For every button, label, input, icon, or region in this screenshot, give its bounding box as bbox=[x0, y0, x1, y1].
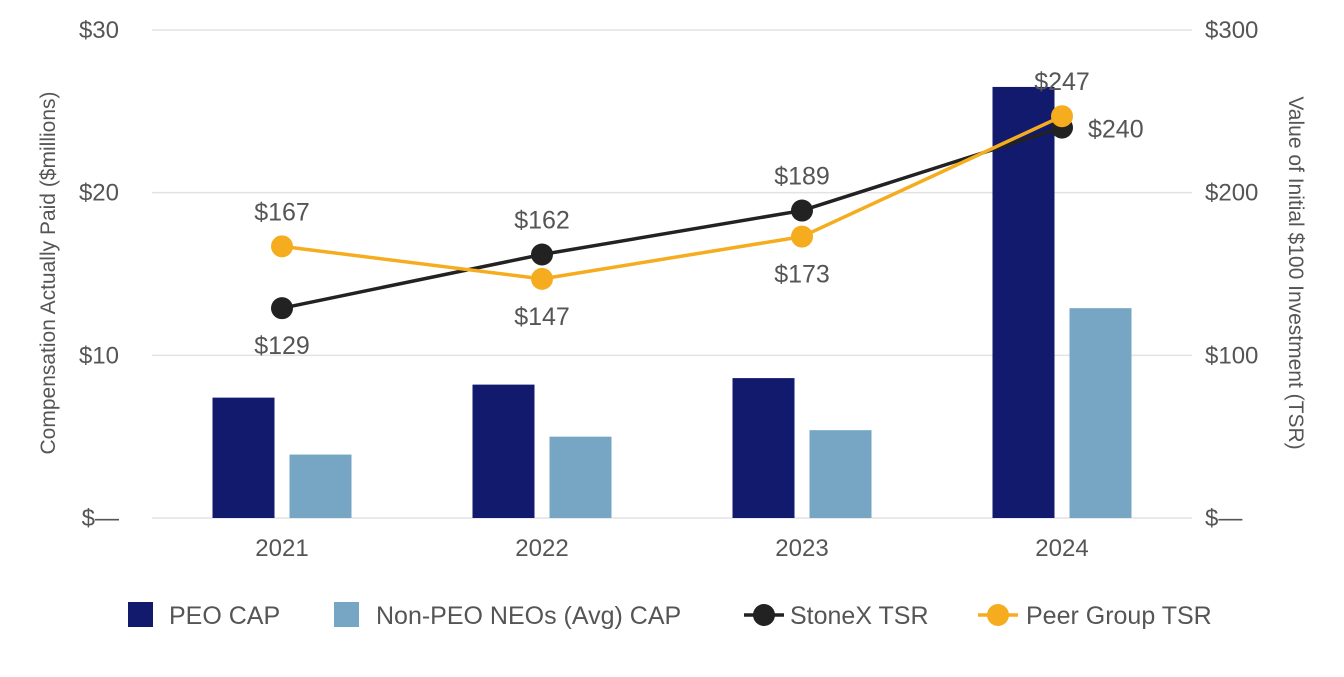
right-tick-label: $200 bbox=[1205, 180, 1258, 207]
legend: PEO CAP Non-PEO NEOs (Avg) CAP StoneX TSR P… bbox=[128, 602, 1212, 630]
marker-peer-group-tsr bbox=[791, 225, 813, 248]
left-axis-title: Compensation Actually Paid ($millions) bbox=[37, 92, 60, 455]
marker-stonex-tsr bbox=[531, 243, 553, 266]
line-peer-group-tsr bbox=[281, 114, 1063, 281]
legend-marker-stonex-tsr bbox=[753, 604, 775, 626]
right-axis-ticks: $— $100 $200 $300 bbox=[1205, 17, 1258, 532]
legend-marker-peer-group-tsr bbox=[987, 604, 1009, 626]
right-tick-label: $100 bbox=[1205, 342, 1258, 369]
left-tick-label: $20 bbox=[79, 180, 119, 207]
legend-label-stonex-tsr: StoneX TSR bbox=[790, 602, 929, 630]
lines: $129 $162 $189 $240 $167 $147 $173 $247 bbox=[254, 68, 1143, 360]
marker-peer-group-tsr bbox=[271, 235, 293, 258]
marker-stonex-tsr bbox=[791, 199, 813, 222]
bar-non-peo-neos-avg-cap bbox=[289, 454, 352, 518]
right-tick-label: $— bbox=[1205, 505, 1242, 532]
data-label-stonex-tsr: $162 bbox=[514, 206, 570, 234]
right-axis-title: Value of Initial $100 Investment (TSR) bbox=[1284, 96, 1307, 449]
data-label-peer-group-tsr: $173 bbox=[774, 261, 830, 289]
x-tick-label: 2022 bbox=[515, 535, 568, 562]
data-label-stonex-tsr: $240 bbox=[1088, 116, 1144, 144]
left-tick-label: $30 bbox=[79, 17, 119, 44]
bar-peo-cap bbox=[732, 378, 795, 518]
legend-swatch-peo-cap bbox=[128, 602, 153, 627]
bar-peo-cap bbox=[992, 86, 1055, 518]
bar-non-peo-neos-avg-cap bbox=[549, 436, 612, 518]
data-label-peer-group-tsr: $147 bbox=[514, 303, 570, 331]
bar-non-peo-neos-avg-cap bbox=[1069, 308, 1132, 518]
data-label-peer-group-tsr: $167 bbox=[254, 198, 310, 226]
x-tick-label: 2024 bbox=[1035, 535, 1088, 562]
marker-peer-group-tsr bbox=[531, 267, 553, 290]
data-label-peer-group-tsr: $247 bbox=[1034, 68, 1090, 96]
bar-peo-cap bbox=[472, 384, 535, 518]
x-axis-ticks: 2021 2022 2023 2024 bbox=[255, 535, 1088, 562]
legend-label-non-peo-neos-avg-cap: Non-PEO NEOs (Avg) CAP bbox=[376, 602, 681, 630]
legend-label-peer-group-tsr: Peer Group TSR bbox=[1026, 602, 1212, 630]
x-tick-label: 2023 bbox=[775, 535, 828, 562]
bars bbox=[212, 86, 1132, 518]
right-tick-label: $300 bbox=[1205, 17, 1258, 44]
legend-swatch-non-peo-neos-avg-cap bbox=[334, 602, 359, 627]
left-axis-ticks: $— $10 $20 $30 bbox=[79, 17, 119, 532]
marker-peer-group-tsr bbox=[1051, 105, 1073, 128]
left-tick-label: $10 bbox=[79, 342, 119, 369]
left-tick-label: $— bbox=[82, 505, 119, 532]
marker-stonex-tsr bbox=[271, 297, 293, 320]
bar-peo-cap bbox=[212, 397, 275, 518]
data-label-stonex-tsr: $129 bbox=[254, 332, 310, 360]
bar-non-peo-neos-avg-cap bbox=[809, 430, 872, 518]
data-label-stonex-tsr: $189 bbox=[774, 163, 830, 191]
legend-label-peo-cap: PEO CAP bbox=[169, 602, 280, 630]
x-tick-label: 2021 bbox=[255, 535, 308, 562]
line-stonex-tsr bbox=[281, 125, 1063, 310]
